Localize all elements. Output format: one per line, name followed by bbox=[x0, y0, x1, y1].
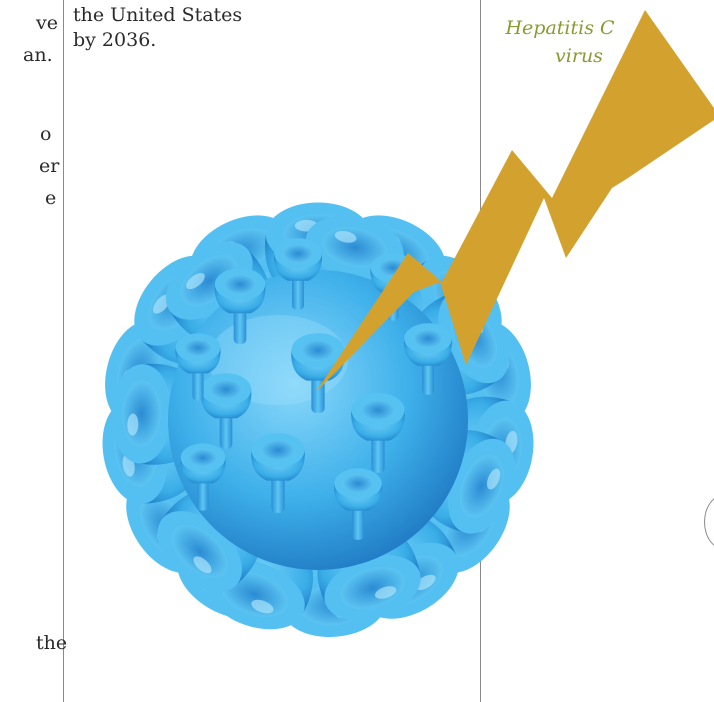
body-text-line: the United States bbox=[73, 4, 243, 26]
left-column-fragment: er bbox=[39, 155, 60, 177]
left-column-fragment: an. bbox=[23, 44, 53, 66]
body-text-line: by 2036. bbox=[73, 29, 157, 51]
virus-core-sphere bbox=[168, 270, 468, 570]
left-column-fragment: e bbox=[45, 187, 57, 209]
left-column-fragment: ve bbox=[36, 12, 58, 34]
column-rule-right bbox=[480, 0, 481, 702]
column-rule-left bbox=[63, 0, 64, 702]
illustration-caption: Hepatitis C virus bbox=[480, 14, 640, 70]
caption-line: virus bbox=[555, 45, 603, 67]
left-column-fragment: the bbox=[36, 632, 68, 654]
caption-line: Hepatitis C bbox=[505, 17, 615, 39]
left-column-fragment: o bbox=[40, 123, 52, 145]
page-corner-circle-marker bbox=[704, 494, 714, 550]
